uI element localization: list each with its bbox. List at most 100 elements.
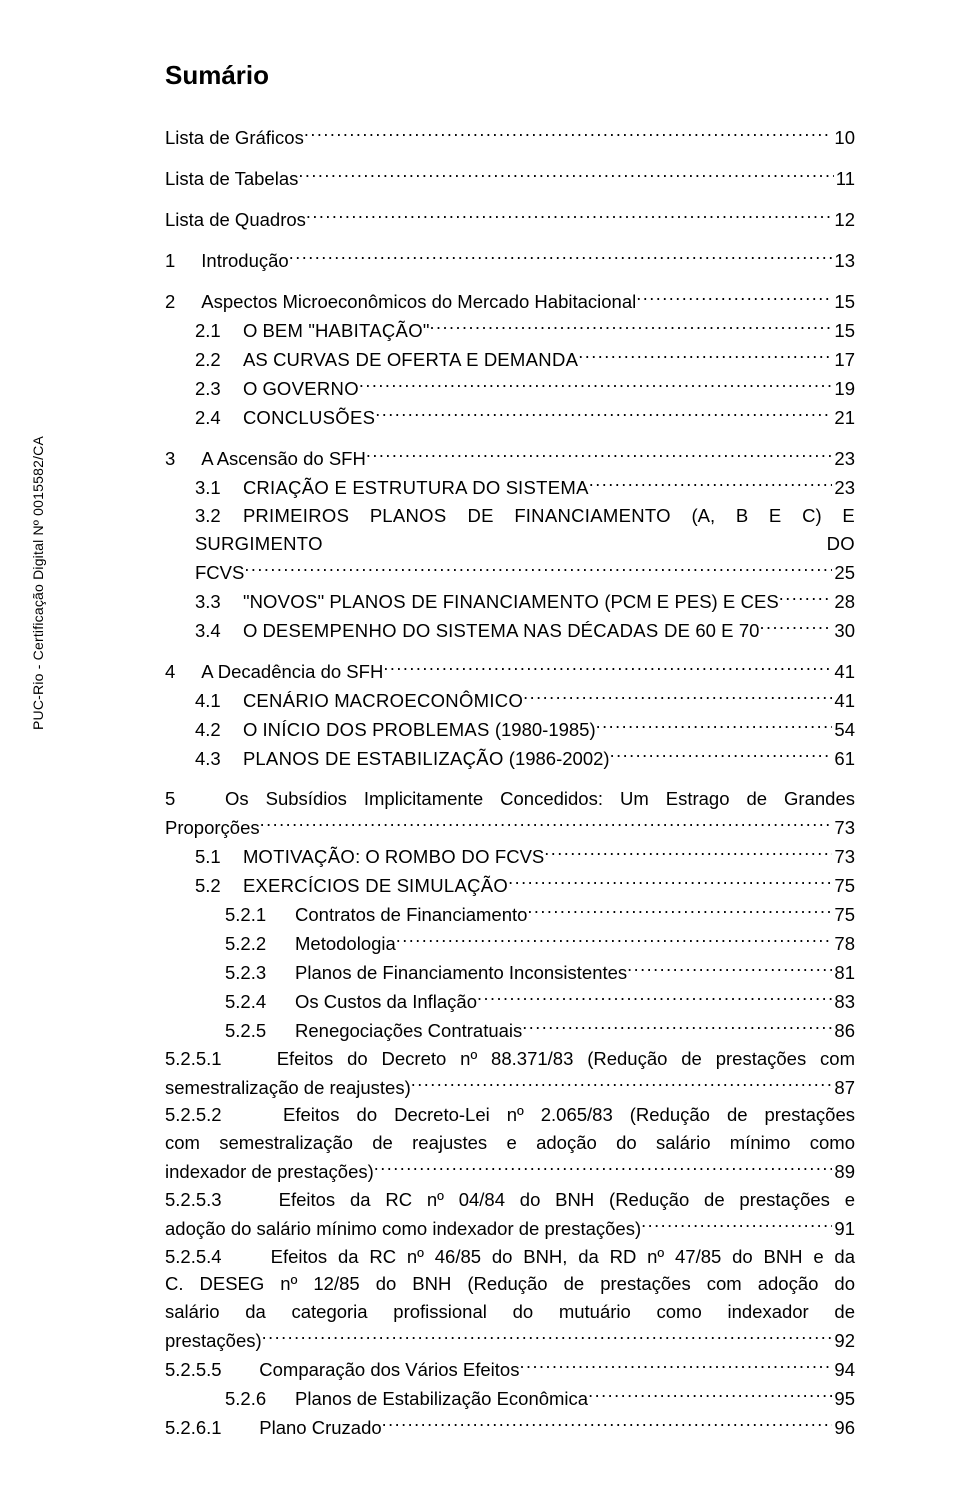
toc-page: 94 bbox=[832, 1356, 855, 1384]
toc-page: 86 bbox=[832, 1017, 855, 1045]
toc-page: 95 bbox=[832, 1385, 855, 1413]
toc-entry: 5 Os Subsídios Implicitamente Concedidos… bbox=[165, 785, 855, 842]
toc-entry: 5.2.6Planos de Estabilização Econômica 9… bbox=[165, 1384, 855, 1413]
toc-num: 5.2.5 bbox=[225, 1017, 295, 1045]
toc-entry: 3 A Ascensão do SFH 23 bbox=[165, 444, 855, 473]
toc-label: adoção do salário mínimo como indexador … bbox=[165, 1215, 641, 1243]
toc-entry: Lista de Tabelas 11 bbox=[165, 164, 855, 193]
toc-entry: Lista de Gráficos 10 bbox=[165, 123, 855, 152]
certification-sidebar: PUC-Rio - Certificação Digital Nº 001558… bbox=[30, 436, 46, 730]
toc-num: 5.2.6 bbox=[225, 1385, 295, 1413]
toc-page: 41 bbox=[832, 687, 855, 715]
toc-num: 3 bbox=[165, 445, 191, 473]
page-title: Sumário bbox=[165, 60, 855, 91]
toc-num: 4.2 bbox=[195, 716, 243, 744]
toc-num: 4.1 bbox=[195, 687, 243, 715]
toc-leader bbox=[244, 558, 832, 579]
toc-leader bbox=[477, 987, 832, 1008]
toc-leader bbox=[298, 164, 833, 185]
toc-leader bbox=[627, 958, 832, 979]
toc-num: 2.4 bbox=[195, 404, 243, 432]
toc-entry: 3.4O DESEMPENHO DO SISTEMA NAS DÉCADAS D… bbox=[165, 616, 855, 645]
toc-page: 15 bbox=[832, 288, 855, 316]
toc-label: 5.2.2Metodologia bbox=[225, 930, 396, 958]
toc-entry: 4.2O INÍCIO DOS PROBLEMAS (1980-1985) 54 bbox=[165, 715, 855, 744]
toc-entry: 2.3O GOVERNO 19 bbox=[165, 374, 855, 403]
toc-num: 4.3 bbox=[195, 745, 243, 773]
toc-leader bbox=[589, 473, 833, 494]
toc-entry: 2 Aspectos Microeconômicos do Mercado Ha… bbox=[165, 287, 855, 316]
toc-leader bbox=[522, 1016, 832, 1037]
toc-num: 3.3 bbox=[195, 588, 243, 616]
toc-label: 5.2.6Planos de Estabilização Econômica bbox=[225, 1385, 588, 1413]
toc-label: 5.2.1Contratos de Financiamento bbox=[225, 901, 527, 929]
toc-entry: 1 Introdução 13 bbox=[165, 246, 855, 275]
toc-leader bbox=[523, 686, 832, 707]
toc-entry: 5.2.5.1 Efeitos do Decreto nº 88.371/83 … bbox=[165, 1045, 855, 1102]
toc-entry: 3.2PRIMEIROS PLANOS DE FINANCIAMENTO (A,… bbox=[165, 502, 855, 587]
toc-label: 4.1CENÁRIO MACROECONÔMICO bbox=[195, 687, 523, 715]
toc-page: 78 bbox=[832, 930, 855, 958]
toc-leader bbox=[375, 403, 832, 424]
toc-entry: 5.2EXERCÍCIOS DE SIMULAÇÃO 75 bbox=[165, 871, 855, 900]
toc-entry: 5.2.5.5 Comparação dos Vários Efeitos 94 bbox=[165, 1355, 855, 1384]
toc-label: 5.1MOTIVAÇÃO: O ROMBO DO FCVS bbox=[195, 843, 544, 871]
toc-leader bbox=[289, 246, 833, 267]
toc-page: 83 bbox=[832, 988, 855, 1016]
toc-label: 5.2.6.1 Plano Cruzado bbox=[165, 1414, 382, 1442]
toc-page: 23 bbox=[832, 445, 855, 473]
toc-num: 5.2.5.5 bbox=[165, 1356, 249, 1384]
toc-leader bbox=[779, 587, 833, 608]
toc-leader bbox=[578, 345, 832, 366]
toc-label: 3.1CRIAÇÃO E ESTRUTURA DO SISTEMA bbox=[195, 474, 589, 502]
toc-label: 3 A Ascensão do SFH bbox=[165, 445, 366, 473]
toc-label: prestações) bbox=[165, 1327, 262, 1355]
toc-leader bbox=[374, 1157, 833, 1178]
toc-label: FCVS bbox=[195, 559, 244, 587]
toc-page: 17 bbox=[832, 346, 855, 374]
toc-page: 73 bbox=[832, 814, 855, 842]
toc-leader bbox=[383, 657, 832, 678]
toc-leader bbox=[641, 1214, 832, 1235]
toc-num: 5.1 bbox=[195, 843, 243, 871]
toc-label: 3.4O DESEMPENHO DO SISTEMA NAS DÉCADAS D… bbox=[195, 617, 759, 645]
toc-leader bbox=[411, 1072, 833, 1093]
toc-label: 5.2.5Renegociações Contratuais bbox=[225, 1017, 522, 1045]
toc-label: Lista de Quadros bbox=[165, 206, 306, 234]
toc-label: 2.4CONCLUSÕES bbox=[195, 404, 375, 432]
toc-leader bbox=[759, 616, 832, 637]
toc-num: 2.3 bbox=[195, 375, 243, 403]
toc-label: 2 Aspectos Microeconômicos do Mercado Ha… bbox=[165, 288, 636, 316]
toc-entry: 5.2.2Metodologia 78 bbox=[165, 929, 855, 958]
toc-page: 92 bbox=[832, 1327, 855, 1355]
toc-page: 11 bbox=[834, 165, 855, 193]
toc-page: 41 bbox=[832, 658, 855, 686]
toc-page: 87 bbox=[832, 1074, 855, 1102]
toc-label: 2.1O BEM "HABITAÇÃO" bbox=[195, 317, 429, 345]
toc-label: 2.3O GOVERNO bbox=[195, 375, 359, 403]
toc-num: 5.2 bbox=[195, 872, 243, 900]
toc-page: 13 bbox=[832, 247, 855, 275]
toc-num: 5.2.5.3 bbox=[165, 1186, 249, 1214]
toc-page: 19 bbox=[832, 375, 855, 403]
toc-leader bbox=[260, 813, 833, 834]
toc-leader bbox=[429, 316, 832, 337]
toc-leader bbox=[366, 444, 833, 465]
toc-num: 5.2.1 bbox=[225, 901, 295, 929]
toc-page: 30 bbox=[832, 617, 855, 645]
toc-entry: 4.3PLANOS DE ESTABILIZAÇÃO (1986-2002) 6… bbox=[165, 744, 855, 773]
toc-num: 3.4 bbox=[195, 617, 243, 645]
toc-entry: 5.2.5.3 Efeitos da RC nº 04/84 do BNH (R… bbox=[165, 1186, 855, 1243]
toc-label: Lista de Tabelas bbox=[165, 165, 298, 193]
toc-entry: 5.2.4Os Custos da Inflação 83 bbox=[165, 987, 855, 1016]
toc-entry: 5.2.1Contratos de Financiamento 75 bbox=[165, 900, 855, 929]
toc-entry: 5.2.5.4 Efeitos da RC nº 46/85 do BNH, d… bbox=[165, 1243, 855, 1355]
toc-leader bbox=[262, 1326, 833, 1347]
toc-page: 21 bbox=[832, 404, 855, 432]
toc-leader bbox=[588, 1384, 832, 1405]
toc-entry: 5.2.3Planos de Financiamento Inconsisten… bbox=[165, 958, 855, 987]
toc-label: 3.3"NOVOS" PLANOS DE FINANCIAMENTO (PCM … bbox=[195, 588, 779, 616]
toc-label: Proporções bbox=[165, 814, 260, 842]
toc-num: 5.2.4 bbox=[225, 988, 295, 1016]
toc-label: 5.2EXERCÍCIOS DE SIMULAÇÃO bbox=[195, 872, 508, 900]
